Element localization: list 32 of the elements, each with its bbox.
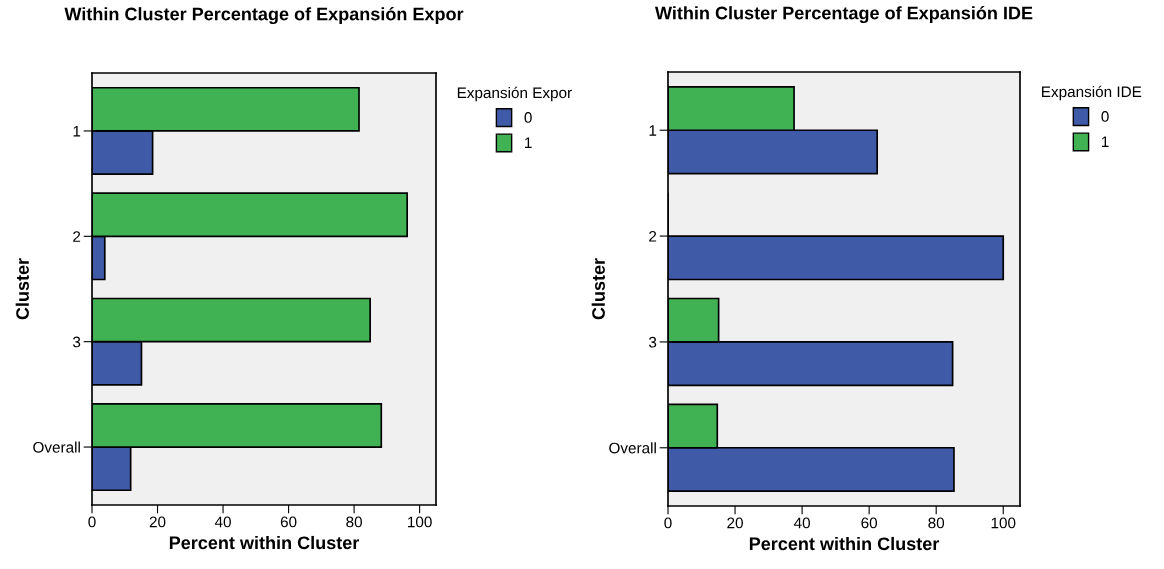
chart-title: Within Cluster Percentage of Expansión Expor xyxy=(64,6,464,25)
y-tick-label: 2 xyxy=(73,231,81,242)
x-tick-label: 80 xyxy=(928,517,945,529)
y-tick-label: 3 xyxy=(72,336,81,348)
legend-title: Expansión Expor xyxy=(457,86,572,102)
x-tick-label: 0 xyxy=(88,516,96,528)
legend-label: 0 xyxy=(1101,111,1109,122)
legend-label: 0 xyxy=(524,112,532,123)
y-tick-label: 2 xyxy=(649,230,657,242)
x-tick-label: 0 xyxy=(664,517,672,529)
x-tick-label: 20 xyxy=(727,517,743,529)
y-tick-label: 3 xyxy=(648,336,657,348)
y-tick-label: Overall xyxy=(33,441,80,453)
y-tick-label: 1 xyxy=(649,125,657,136)
y-tick-label: 1 xyxy=(73,125,81,137)
x-tick-label: 20 xyxy=(149,516,166,528)
x-tick-label: 40 xyxy=(214,516,231,528)
x-tick-label: 100 xyxy=(408,516,432,528)
legend-label: 1 xyxy=(1101,136,1109,147)
y-tick-label: Overall xyxy=(609,442,656,454)
x-tick-label: 60 xyxy=(861,517,878,529)
x-tick-label: 60 xyxy=(280,516,297,528)
x-tick-label: 40 xyxy=(793,517,810,529)
x-axis-title: Percent within Cluster xyxy=(169,535,360,550)
legend-label: 1 xyxy=(525,137,532,148)
x-tick-label: 80 xyxy=(346,516,362,528)
legend-title: Expansión IDE xyxy=(1042,85,1142,101)
y-axis-title: Cluster xyxy=(15,258,29,320)
x-tick-label: 100 xyxy=(991,517,1016,529)
x-axis-title: Percent within Cluster xyxy=(749,536,940,551)
y-axis-title: Cluster xyxy=(591,258,605,320)
chart-title: Within Cluster Percentage of Expansión IDE xyxy=(654,5,1033,24)
